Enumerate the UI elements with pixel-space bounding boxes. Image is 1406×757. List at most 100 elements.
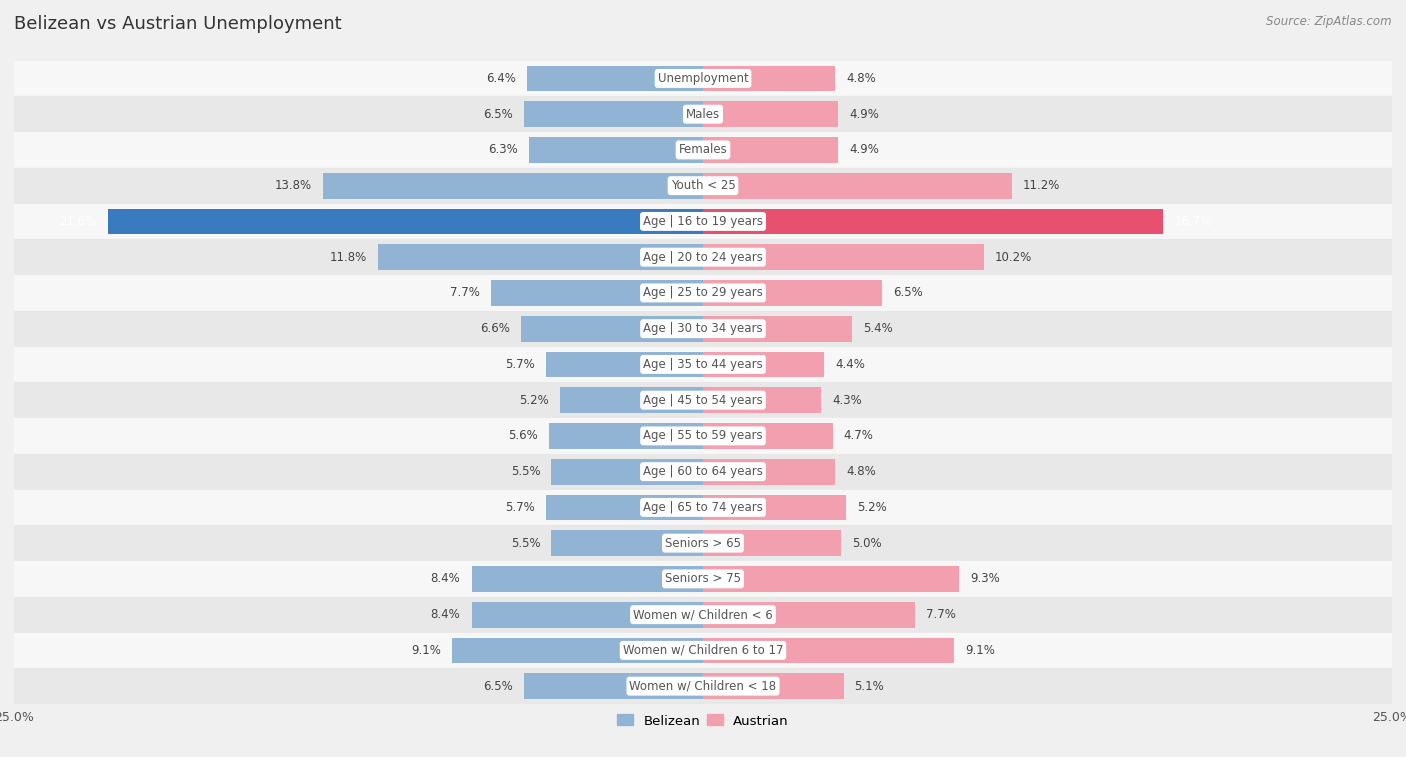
Text: 5.7%: 5.7% [505,501,534,514]
Bar [14,311,1392,347]
Bar [491,280,703,306]
Bar [703,280,882,306]
Bar [524,101,703,127]
Bar [14,633,1392,668]
Text: Seniors > 65: Seniors > 65 [665,537,741,550]
Bar [551,531,703,556]
Bar [703,66,835,92]
Text: 5.2%: 5.2% [519,394,548,407]
Text: 7.7%: 7.7% [927,608,956,621]
Text: 21.6%: 21.6% [59,215,97,228]
Bar [14,61,1392,96]
Bar [14,96,1392,132]
Text: 11.2%: 11.2% [1022,179,1060,192]
Bar [524,673,703,699]
Bar [527,66,703,92]
Bar [453,637,703,663]
Legend: Belizean, Austrian: Belizean, Austrian [612,709,794,733]
Text: 4.7%: 4.7% [844,429,873,442]
Bar [14,275,1392,311]
Bar [703,566,959,592]
Text: 4.8%: 4.8% [846,72,876,85]
Text: 9.1%: 9.1% [965,644,994,657]
Bar [530,137,703,163]
Bar [560,388,703,413]
Bar [14,168,1392,204]
Bar [703,423,832,449]
Bar [471,566,703,592]
Text: 16.7%: 16.7% [1174,215,1212,228]
Bar [378,245,703,270]
Bar [703,208,1163,235]
Bar [703,531,841,556]
Bar [703,351,824,377]
Bar [703,637,953,663]
Bar [108,208,703,235]
Bar [14,525,1392,561]
Text: 8.4%: 8.4% [430,572,461,585]
Text: Males: Males [686,107,720,120]
Text: Age | 25 to 29 years: Age | 25 to 29 years [643,286,763,300]
Text: Belizean vs Austrian Unemployment: Belizean vs Austrian Unemployment [14,15,342,33]
Text: 4.3%: 4.3% [832,394,862,407]
Text: 8.4%: 8.4% [430,608,461,621]
Bar [703,316,852,341]
Bar [703,673,844,699]
Text: Age | 60 to 64 years: Age | 60 to 64 years [643,465,763,478]
Bar [14,490,1392,525]
Text: Women w/ Children < 6: Women w/ Children < 6 [633,608,773,621]
Bar [14,561,1392,597]
Text: 9.3%: 9.3% [970,572,1000,585]
Text: Women w/ Children < 18: Women w/ Children < 18 [630,680,776,693]
Text: Age | 35 to 44 years: Age | 35 to 44 years [643,358,763,371]
Text: 6.5%: 6.5% [484,680,513,693]
Bar [14,239,1392,275]
Bar [548,423,703,449]
Bar [14,382,1392,418]
Text: 11.8%: 11.8% [329,251,367,263]
Bar [703,459,835,484]
Bar [14,347,1392,382]
Text: 5.5%: 5.5% [510,537,540,550]
Text: 13.8%: 13.8% [274,179,312,192]
Bar [14,132,1392,168]
Text: Age | 16 to 19 years: Age | 16 to 19 years [643,215,763,228]
Text: 5.0%: 5.0% [852,537,882,550]
Bar [551,459,703,484]
Text: 5.4%: 5.4% [863,322,893,335]
Bar [522,316,703,341]
Text: Age | 20 to 24 years: Age | 20 to 24 years [643,251,763,263]
Text: 7.7%: 7.7% [450,286,479,300]
Bar [703,245,984,270]
Text: 6.4%: 6.4% [485,72,516,85]
Bar [546,351,703,377]
Text: 5.5%: 5.5% [510,465,540,478]
Bar [14,418,1392,453]
Text: 4.8%: 4.8% [846,465,876,478]
Bar [703,602,915,628]
Text: Females: Females [679,143,727,157]
Text: Age | 45 to 54 years: Age | 45 to 54 years [643,394,763,407]
Bar [14,668,1392,704]
Text: Age | 55 to 59 years: Age | 55 to 59 years [643,429,763,442]
Text: 5.2%: 5.2% [858,501,887,514]
Text: Age | 30 to 34 years: Age | 30 to 34 years [643,322,763,335]
Text: 4.9%: 4.9% [849,143,879,157]
Bar [703,494,846,520]
Text: Seniors > 75: Seniors > 75 [665,572,741,585]
Bar [703,101,838,127]
Bar [703,173,1012,198]
Text: Unemployment: Unemployment [658,72,748,85]
Text: 10.2%: 10.2% [995,251,1032,263]
Text: 4.9%: 4.9% [849,107,879,120]
Bar [546,494,703,520]
Bar [14,597,1392,633]
Bar [703,137,838,163]
Text: 6.5%: 6.5% [893,286,922,300]
Text: 4.4%: 4.4% [835,358,865,371]
Text: Source: ZipAtlas.com: Source: ZipAtlas.com [1267,15,1392,28]
Bar [703,388,821,413]
Bar [14,204,1392,239]
Text: 5.7%: 5.7% [505,358,534,371]
Text: 6.5%: 6.5% [484,107,513,120]
